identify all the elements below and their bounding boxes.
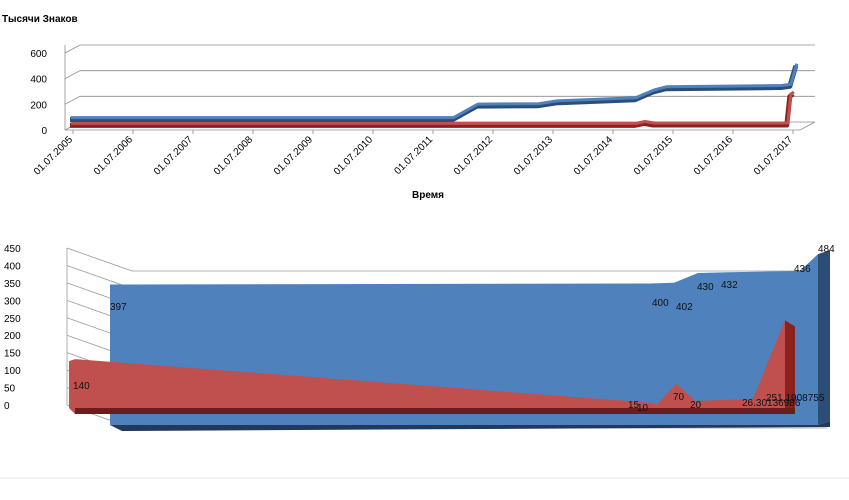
- blue-side: [818, 250, 830, 425]
- y-tick-label: 600: [30, 49, 47, 60]
- y-tick-label: 200: [4, 331, 21, 342]
- red-data-label: 20: [690, 400, 702, 411]
- red-side: [785, 320, 795, 408]
- red-left: [69, 359, 75, 414]
- y-tick-label: 450: [4, 244, 21, 255]
- x-tick-label: 01.07.2008: [212, 134, 255, 177]
- y-tick-label: 50: [4, 384, 16, 395]
- x-tick-label: 01.07.2011: [392, 134, 435, 177]
- x-tick-label: 01.07.2005: [32, 134, 75, 177]
- y-axis-title: Тысячи Знаков: [2, 14, 78, 25]
- gridline: [64, 95, 815, 105]
- series-line: [71, 63, 799, 120]
- y-tick-label: 0: [4, 401, 10, 412]
- series-line: [71, 90, 795, 125]
- red-data-label: 251.1908755: [766, 393, 825, 404]
- x-tick-label: 01.07.2015: [632, 134, 675, 177]
- red-data-label: 70: [673, 392, 685, 403]
- red-data-label: 26.30136986: [742, 398, 801, 409]
- blue-data-label: 400: [652, 298, 669, 309]
- y-tick-label: 200: [30, 100, 47, 111]
- top-line-chart: Тысячи Знаков 0 200 400 600 01.07.2005 01.07.2…: [2, 14, 816, 201]
- x-tick-label: 01.07.2007: [152, 134, 195, 177]
- x-tick-label: 01.07.2009: [272, 134, 315, 177]
- y-tick-label: 0: [41, 126, 47, 137]
- blue-floor: [110, 421, 830, 431]
- blue-data-label: 432: [721, 280, 738, 291]
- red-data-label: 15: [628, 400, 640, 411]
- floor-line: [65, 121, 816, 131]
- y-tick-label: 350: [4, 279, 21, 290]
- red-data-label: 10: [637, 403, 649, 414]
- red-floor: [75, 408, 795, 414]
- blue-data-label: 402: [676, 302, 693, 313]
- red-area: [75, 320, 785, 408]
- y-tick-label: 100: [4, 366, 21, 377]
- x-tick-label: 01.07.2012: [452, 134, 495, 177]
- x-tick-label: 01.07.2016: [692, 134, 735, 177]
- y-tick-label: 400: [4, 261, 21, 272]
- x-tick-label: 01.07.2017: [752, 134, 795, 177]
- y-tick-label: 250: [4, 314, 21, 325]
- red-data-label: 140: [73, 381, 90, 392]
- y-tick-label: 300: [4, 296, 21, 307]
- blue-data-label: 436: [794, 264, 811, 275]
- x-axis-title: Время: [412, 190, 444, 201]
- y-tick-label: 400: [30, 75, 47, 86]
- gridline: [66, 247, 827, 272]
- series-line-shadow: [70, 64, 799, 123]
- y-tick-label: 150: [4, 349, 21, 360]
- x-tick-label: 01.07.2014: [572, 134, 615, 177]
- gridline: [64, 70, 815, 80]
- gridline: [64, 44, 815, 54]
- blue-data-label: 484: [818, 244, 835, 255]
- x-tick-label: 01.07.2010: [332, 134, 375, 177]
- x-tick-label: 01.07.2006: [92, 134, 135, 177]
- blue-data-label: 430: [697, 282, 714, 293]
- bottom-area-chart: 0 50 100 150 200 250 300 350 400 450 397 400 402 430 4…: [0, 244, 849, 479]
- x-tick-label: 01.07.2013: [512, 134, 555, 177]
- blue-data-label: 397: [110, 302, 127, 313]
